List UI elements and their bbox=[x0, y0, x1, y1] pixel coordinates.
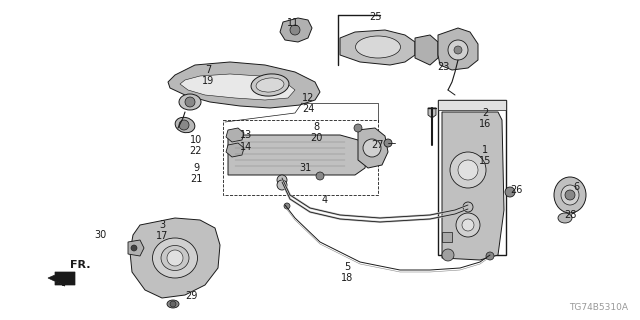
Polygon shape bbox=[226, 128, 244, 142]
Circle shape bbox=[486, 252, 494, 260]
Ellipse shape bbox=[167, 300, 179, 308]
Circle shape bbox=[170, 301, 176, 307]
Circle shape bbox=[448, 40, 468, 60]
Circle shape bbox=[167, 250, 183, 266]
Text: 5
18: 5 18 bbox=[341, 262, 353, 283]
Circle shape bbox=[565, 190, 575, 200]
Ellipse shape bbox=[554, 177, 586, 213]
Circle shape bbox=[131, 245, 137, 251]
Text: 12
24: 12 24 bbox=[302, 93, 314, 114]
Circle shape bbox=[316, 172, 324, 180]
Ellipse shape bbox=[561, 185, 579, 205]
Text: 23: 23 bbox=[437, 62, 449, 72]
Circle shape bbox=[277, 180, 287, 190]
Polygon shape bbox=[128, 240, 144, 256]
Bar bbox=[223, 120, 378, 195]
Polygon shape bbox=[228, 135, 368, 175]
Polygon shape bbox=[358, 128, 388, 168]
Text: TG74B5310A: TG74B5310A bbox=[569, 303, 628, 312]
Polygon shape bbox=[130, 218, 220, 298]
Ellipse shape bbox=[175, 117, 195, 133]
Polygon shape bbox=[280, 18, 312, 42]
Text: 11: 11 bbox=[287, 18, 299, 28]
Text: 26: 26 bbox=[510, 185, 522, 195]
Bar bbox=[438, 100, 506, 110]
Polygon shape bbox=[442, 112, 504, 260]
Polygon shape bbox=[48, 272, 75, 286]
Text: 14: 14 bbox=[240, 142, 252, 152]
Polygon shape bbox=[428, 108, 436, 118]
Circle shape bbox=[277, 175, 287, 185]
Ellipse shape bbox=[256, 78, 284, 92]
Ellipse shape bbox=[161, 245, 189, 270]
Circle shape bbox=[290, 25, 300, 35]
Text: 2
16: 2 16 bbox=[479, 108, 492, 129]
Text: 9
21: 9 21 bbox=[190, 163, 202, 184]
Circle shape bbox=[284, 203, 290, 209]
Bar bbox=[438, 100, 506, 255]
Ellipse shape bbox=[179, 94, 201, 110]
Text: 10
22: 10 22 bbox=[189, 135, 202, 156]
Circle shape bbox=[463, 202, 473, 212]
Text: 1
15: 1 15 bbox=[479, 145, 492, 166]
Text: 28: 28 bbox=[564, 210, 577, 220]
Text: 7
19: 7 19 bbox=[202, 65, 214, 86]
Ellipse shape bbox=[152, 238, 198, 278]
Ellipse shape bbox=[251, 74, 289, 96]
Circle shape bbox=[462, 219, 474, 231]
Circle shape bbox=[458, 160, 478, 180]
Circle shape bbox=[185, 97, 195, 107]
Text: 25: 25 bbox=[369, 12, 381, 22]
Circle shape bbox=[442, 249, 454, 261]
Text: 4: 4 bbox=[322, 195, 328, 205]
Text: 27: 27 bbox=[371, 140, 383, 150]
Polygon shape bbox=[438, 28, 478, 70]
Polygon shape bbox=[226, 143, 244, 157]
Polygon shape bbox=[340, 30, 415, 65]
Circle shape bbox=[450, 152, 486, 188]
Text: 31: 31 bbox=[299, 163, 311, 173]
Text: 30: 30 bbox=[94, 230, 106, 240]
Text: 6: 6 bbox=[573, 182, 579, 192]
Polygon shape bbox=[415, 35, 438, 65]
Text: 29: 29 bbox=[185, 291, 197, 301]
Circle shape bbox=[384, 139, 392, 147]
Text: 13: 13 bbox=[240, 130, 252, 140]
Circle shape bbox=[454, 46, 462, 54]
Polygon shape bbox=[168, 62, 320, 108]
Circle shape bbox=[179, 120, 189, 130]
Bar bbox=[442, 232, 452, 242]
Polygon shape bbox=[180, 74, 295, 100]
Text: 3
17: 3 17 bbox=[156, 220, 168, 241]
Circle shape bbox=[354, 124, 362, 132]
Text: 8
20: 8 20 bbox=[310, 122, 323, 143]
Ellipse shape bbox=[558, 213, 572, 223]
Circle shape bbox=[505, 187, 515, 197]
Text: FR.: FR. bbox=[70, 260, 90, 270]
Circle shape bbox=[456, 213, 480, 237]
Ellipse shape bbox=[355, 36, 401, 58]
Circle shape bbox=[363, 139, 381, 157]
